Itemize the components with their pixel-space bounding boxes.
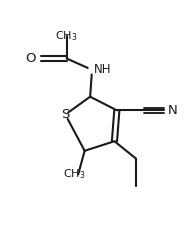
- Text: S: S: [61, 108, 70, 121]
- Text: CH$_3$: CH$_3$: [63, 167, 86, 181]
- Text: O: O: [25, 52, 36, 65]
- Text: NH: NH: [94, 63, 111, 76]
- Text: CH$_3$: CH$_3$: [55, 30, 78, 43]
- Text: N: N: [167, 104, 177, 117]
